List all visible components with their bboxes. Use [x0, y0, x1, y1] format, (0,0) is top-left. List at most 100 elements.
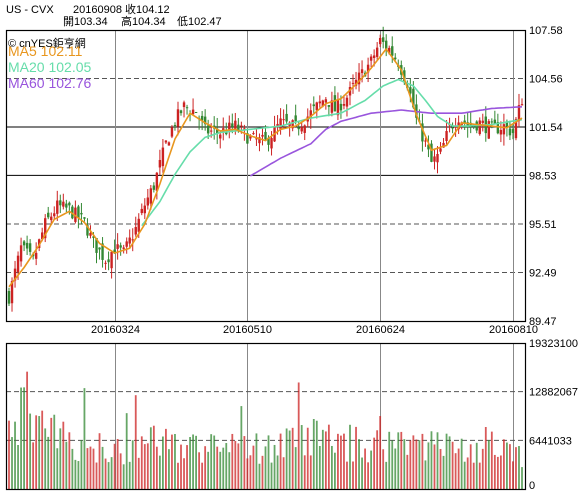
candle-body	[403, 70, 406, 82]
volume-bar	[400, 431, 403, 489]
candle-body	[487, 121, 491, 139]
volume-bar	[409, 440, 412, 489]
y-tick-label: 89.47	[529, 316, 557, 328]
volume-bar	[361, 457, 363, 489]
volume-bar	[11, 437, 13, 489]
candle-body	[203, 116, 207, 125]
volume-bar	[334, 452, 336, 489]
volume-bar	[436, 432, 439, 489]
x-tick-label: 20160810	[489, 324, 538, 336]
candle-body	[50, 216, 53, 221]
candle-body	[122, 247, 125, 249]
volume-bar	[518, 446, 520, 489]
candle-body	[463, 120, 466, 124]
volume-bar	[327, 424, 330, 489]
volume-bar	[385, 461, 388, 489]
volume-bar	[47, 436, 50, 489]
volume-bar	[355, 426, 357, 489]
candle-body	[421, 123, 424, 142]
volume-bar	[509, 444, 511, 489]
volume-bar	[469, 444, 472, 489]
volume-bar	[249, 455, 252, 489]
volume-bar	[403, 439, 406, 489]
candle-body	[372, 55, 376, 58]
volume-bar	[264, 446, 267, 489]
volume-tick-label: 6441033	[529, 435, 572, 447]
candle-body	[505, 121, 509, 127]
candle-body	[511, 129, 515, 134]
candle-body	[255, 138, 258, 140]
volume-bar	[113, 443, 116, 489]
candle-body	[297, 127, 300, 130]
volume-bar	[68, 432, 71, 489]
candle-body	[430, 143, 433, 162]
candle-body	[134, 227, 137, 235]
volume-bar	[171, 434, 173, 489]
volume-bar	[412, 435, 415, 489]
volume-bar	[270, 462, 273, 489]
volume-bar	[50, 417, 53, 489]
candle-body	[490, 121, 494, 123]
candle-body	[62, 201, 65, 207]
candle-body	[137, 218, 140, 232]
low-price: 低102.47	[177, 16, 222, 28]
volume-bar	[17, 445, 19, 489]
candle-body	[13, 268, 17, 281]
candle-body	[324, 99, 328, 103]
candle-body	[125, 241, 128, 247]
candle-body	[16, 255, 20, 272]
volume-bar	[490, 431, 493, 489]
volume-bar	[442, 455, 445, 489]
candle-body	[282, 119, 285, 121]
candle-body	[499, 129, 503, 135]
volume-bar	[14, 421, 16, 489]
candle-body	[258, 137, 261, 144]
candle-body	[442, 142, 445, 148]
candle-body	[110, 251, 113, 269]
volume-bar	[252, 445, 255, 489]
volume-bar	[35, 415, 38, 489]
volume-bar	[38, 416, 41, 489]
volume-bar	[285, 428, 288, 489]
volume-bar	[116, 438, 119, 489]
candle-body	[252, 133, 255, 135]
volume-bar	[110, 457, 113, 489]
volume-bar	[8, 420, 10, 489]
candle-body	[439, 148, 442, 152]
volume-bar	[312, 419, 315, 489]
volume-bar	[496, 456, 499, 489]
candle-body	[454, 126, 457, 128]
volume-bar	[382, 449, 385, 489]
candle-body	[270, 138, 273, 149]
volume-tick-label: 12882067	[529, 387, 578, 399]
volume-bar	[487, 440, 490, 489]
volume-bar	[174, 433, 176, 489]
candle-body	[508, 128, 512, 136]
volume-bar	[219, 451, 222, 489]
volume-bar	[397, 432, 400, 489]
price-panel-frame	[5, 29, 527, 323]
volume-bar	[95, 462, 98, 489]
volume-bar	[472, 462, 475, 489]
legend-ma60: MA60 102.76	[8, 75, 92, 91]
candle-body	[116, 244, 119, 249]
volume-bar	[201, 462, 204, 489]
candle-body	[348, 86, 352, 96]
volume-bar	[234, 440, 237, 489]
candle-body	[303, 125, 306, 133]
volume-bar	[499, 455, 502, 489]
volume-bar	[149, 427, 152, 489]
volume-bar	[309, 455, 312, 489]
candle-body	[360, 69, 364, 74]
volume-bar	[430, 431, 433, 489]
candle-body	[113, 249, 116, 254]
volume-bar	[89, 446, 92, 489]
candle-body	[391, 46, 394, 56]
candle-body	[167, 142, 171, 146]
y-tick-label: 101.54	[529, 122, 563, 134]
volume-bar	[177, 462, 179, 489]
candle-body	[493, 119, 497, 124]
volume-bar	[53, 414, 56, 489]
volume-bar	[418, 440, 421, 489]
